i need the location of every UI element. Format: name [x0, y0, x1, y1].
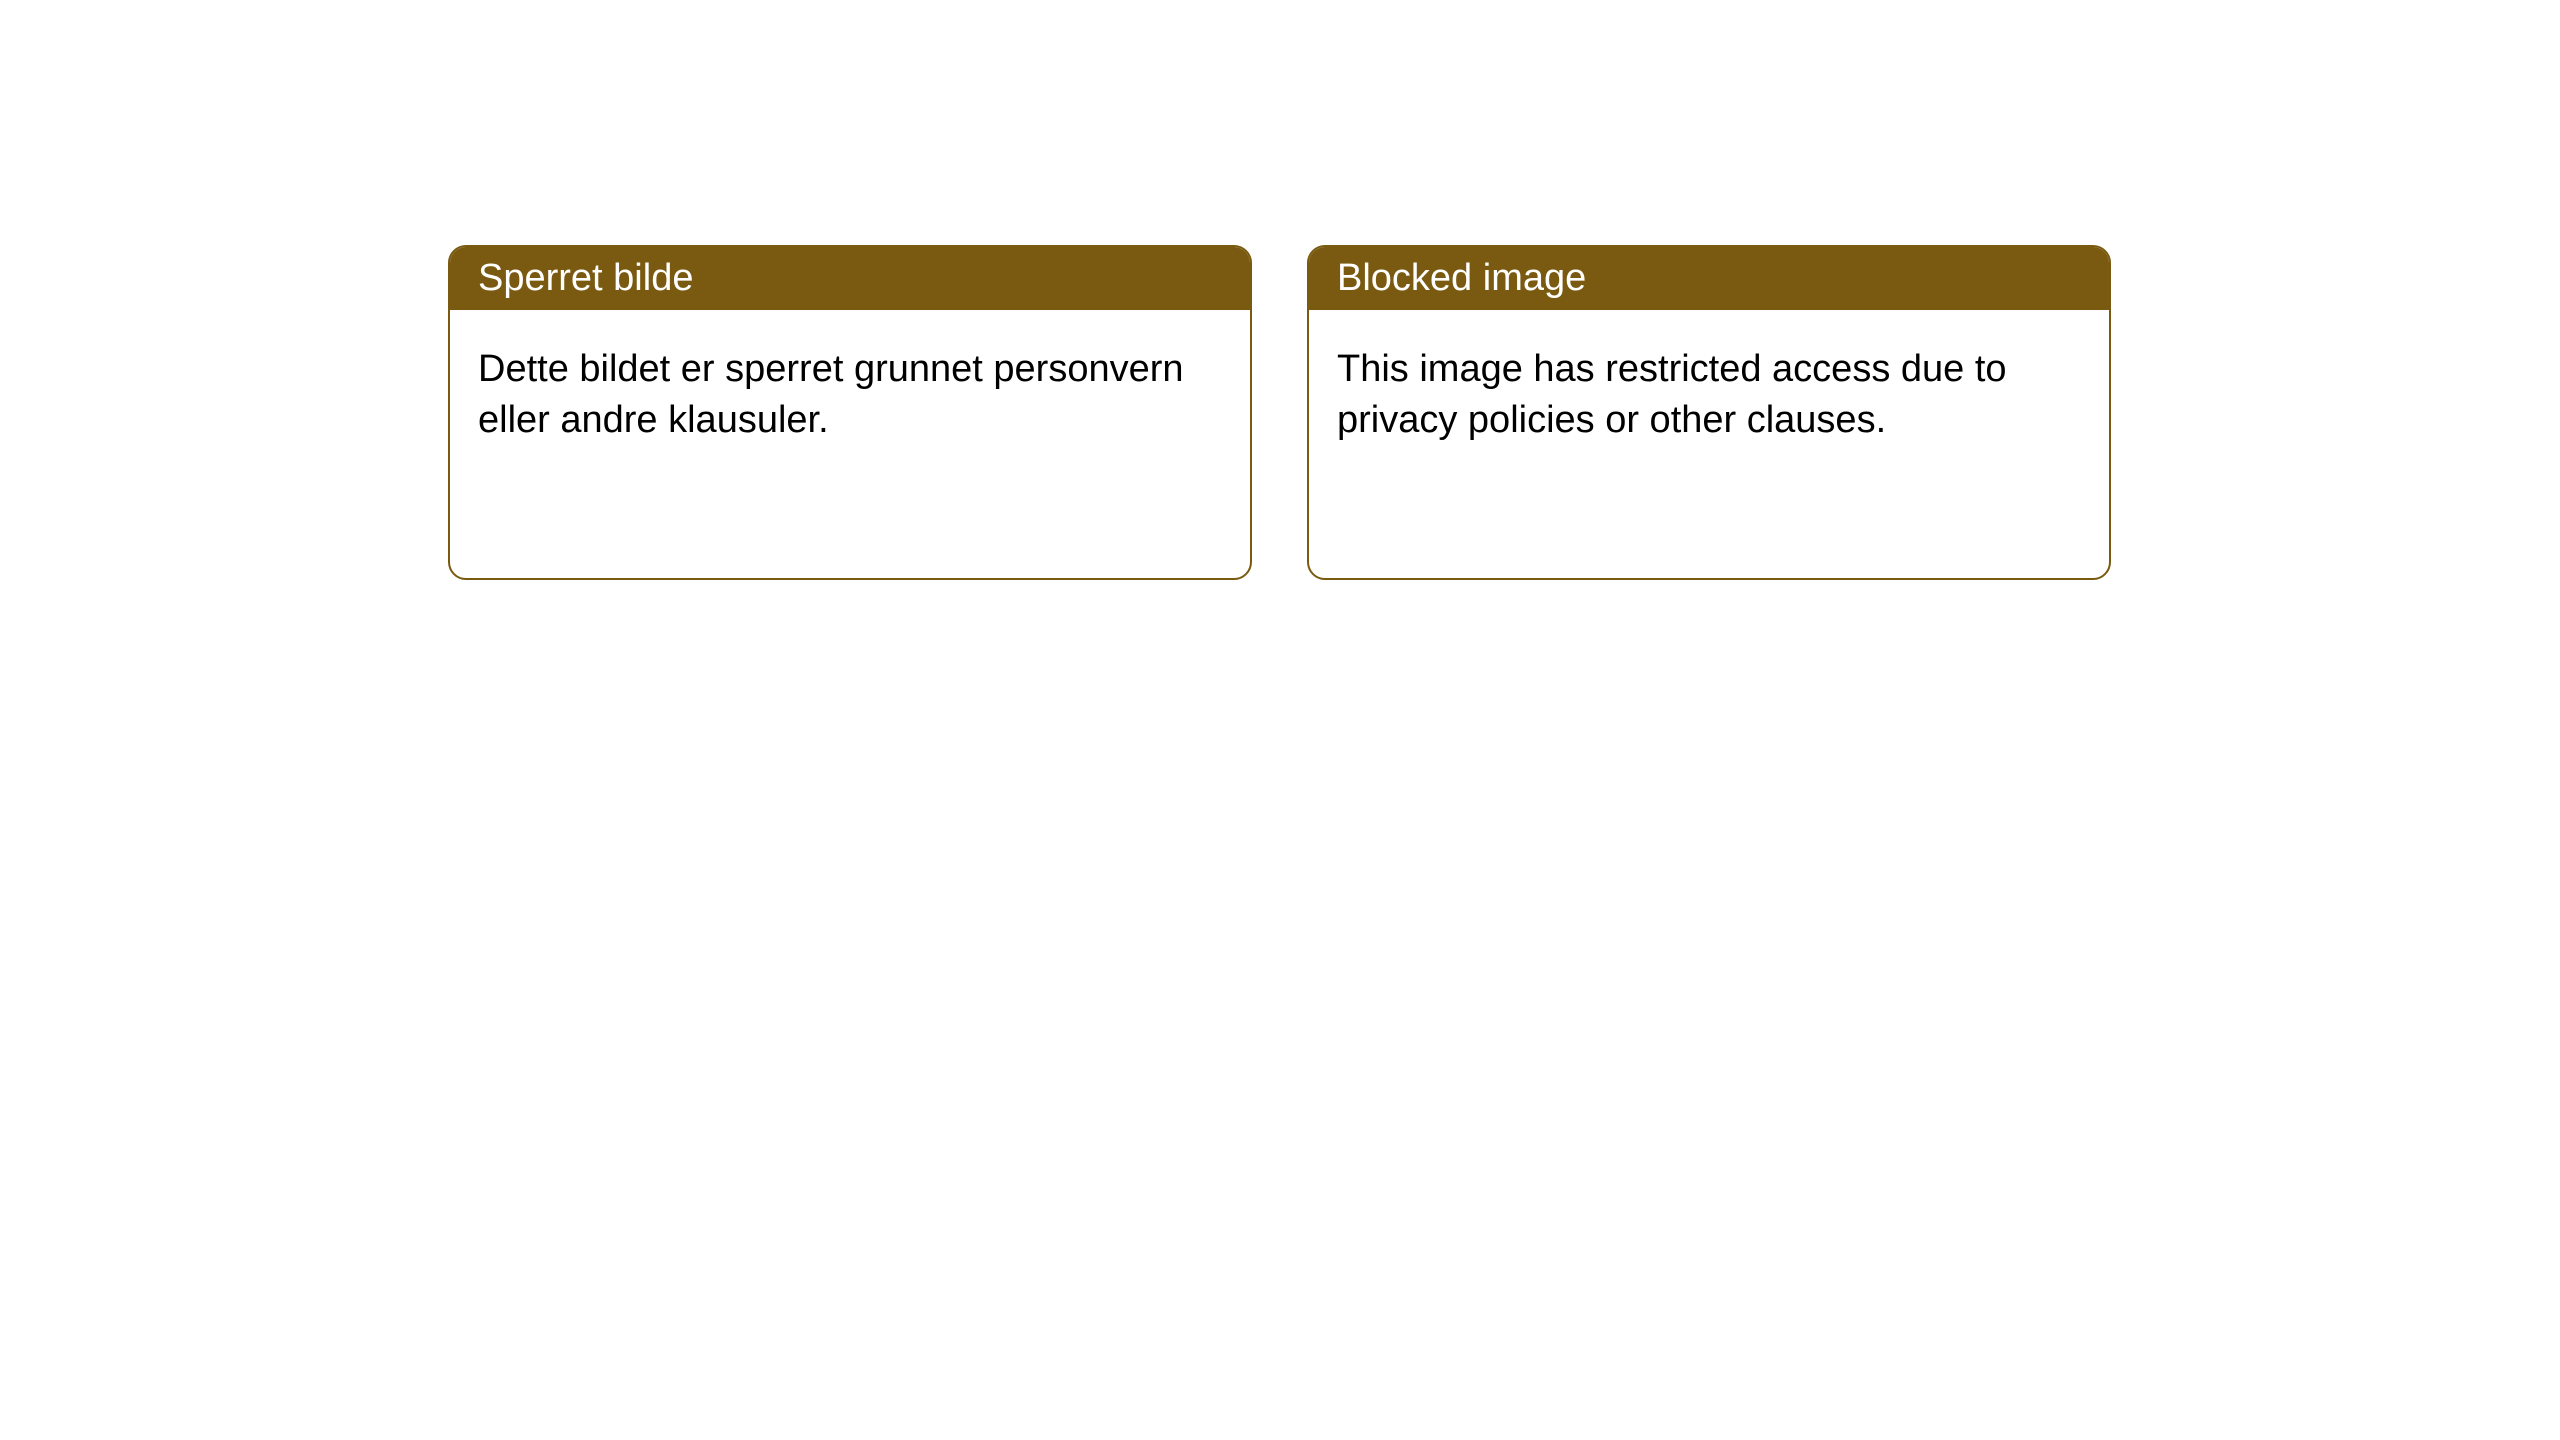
card-body-english: This image has restricted access due to … — [1309, 310, 2109, 481]
card-body-norwegian: Dette bildet er sperret grunnet personve… — [450, 310, 1250, 481]
notice-card-english: Blocked image This image has restricted … — [1307, 245, 2111, 580]
card-header-english: Blocked image — [1309, 247, 2109, 310]
notice-card-norwegian: Sperret bilde Dette bildet er sperret gr… — [448, 245, 1252, 580]
notice-cards-container: Sperret bilde Dette bildet er sperret gr… — [448, 245, 2111, 580]
card-header-norwegian: Sperret bilde — [450, 247, 1250, 310]
